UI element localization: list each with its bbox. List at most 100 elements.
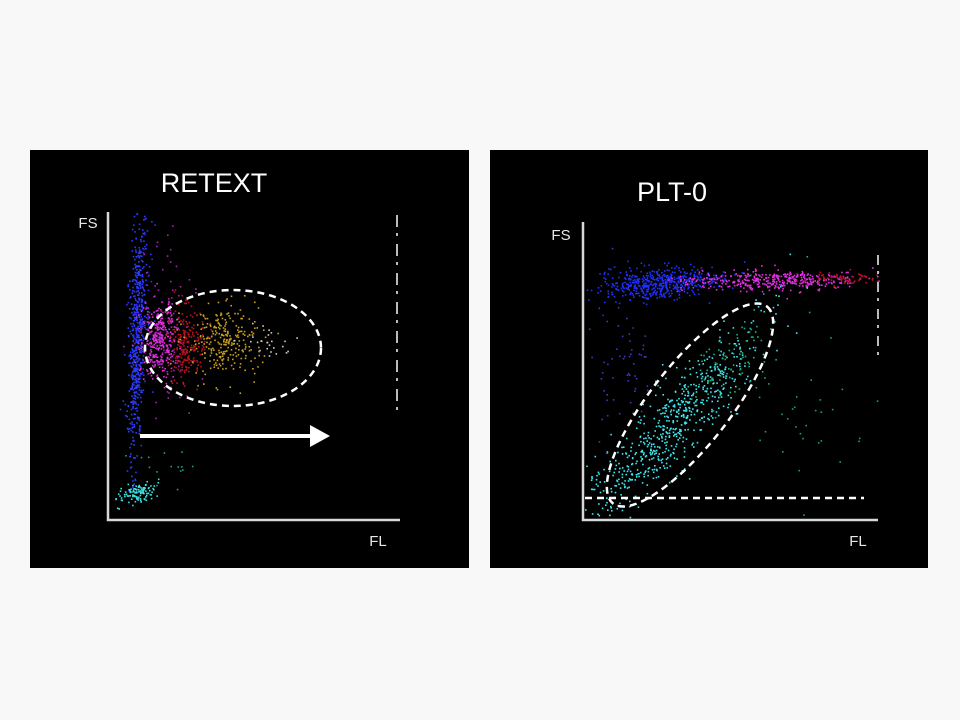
- dot: [190, 364, 192, 366]
- dot: [177, 360, 180, 363]
- dot: [677, 409, 680, 412]
- dot: [858, 279, 860, 281]
- dot: [179, 338, 182, 341]
- dot: [134, 231, 136, 233]
- dot: [695, 371, 698, 374]
- dot: [619, 467, 621, 470]
- dot: [662, 425, 664, 427]
- dot: [215, 327, 217, 329]
- axes: [106, 212, 400, 522]
- dot: [653, 287, 656, 289]
- dot: [130, 333, 133, 335]
- dot: [159, 332, 161, 334]
- dot: [622, 282, 624, 285]
- dot: [168, 392, 170, 394]
- dot: [177, 368, 179, 371]
- dot: [140, 334, 143, 336]
- dot: [147, 310, 149, 313]
- dot: [187, 301, 190, 304]
- dot: [177, 327, 179, 330]
- dot: [659, 284, 661, 286]
- dot: [628, 374, 631, 377]
- dot: [631, 292, 633, 295]
- dot: [617, 325, 620, 327]
- dot: [713, 366, 716, 369]
- dot: [131, 348, 134, 350]
- dot: [736, 274, 739, 277]
- gate-ellipse: [605, 302, 775, 508]
- dot: [136, 308, 139, 310]
- dot: [818, 281, 820, 284]
- dot: [207, 337, 209, 339]
- dot: [716, 282, 719, 285]
- dot: [632, 327, 634, 329]
- dot: [724, 277, 726, 280]
- dot: [130, 303, 133, 305]
- dot: [624, 485, 626, 488]
- dot: [656, 291, 658, 293]
- dot: [151, 359, 153, 361]
- dot: [134, 317, 136, 319]
- dot: [671, 279, 673, 282]
- dot: [150, 313, 153, 315]
- dot: [642, 286, 645, 288]
- dot: [730, 386, 732, 389]
- dot: [194, 343, 197, 346]
- dot: [143, 489, 145, 491]
- dot: [197, 364, 199, 366]
- dot: [680, 400, 683, 402]
- dot: [176, 362, 179, 364]
- dot: [240, 317, 242, 320]
- dot: [709, 280, 711, 283]
- dot: [691, 278, 694, 280]
- dot: [637, 280, 639, 282]
- dot: [701, 401, 703, 404]
- dot: [754, 268, 757, 270]
- dot: [632, 294, 635, 296]
- dot: [134, 271, 137, 274]
- dot: [214, 339, 216, 342]
- dot: [640, 440, 642, 443]
- dot: [848, 279, 850, 282]
- dot: [170, 370, 173, 372]
- dot: [136, 345, 138, 348]
- dot: [191, 333, 194, 336]
- dot: [152, 338, 155, 340]
- dot: [749, 380, 751, 383]
- dot: [669, 400, 671, 403]
- dot: [671, 292, 673, 295]
- dot: [666, 467, 669, 469]
- dot: [724, 368, 727, 370]
- dot: [130, 461, 132, 464]
- dot: [680, 279, 682, 281]
- dot: [224, 328, 227, 330]
- dot: [633, 287, 636, 289]
- dot: [662, 394, 664, 396]
- dot: [664, 279, 666, 281]
- dot: [724, 271, 727, 274]
- dot: [759, 279, 761, 281]
- dot: [768, 289, 771, 292]
- dot: [229, 386, 231, 388]
- dot: [664, 407, 666, 409]
- dot: [717, 277, 719, 280]
- dot: [651, 458, 653, 460]
- dot: [628, 505, 631, 508]
- dot: [805, 284, 808, 287]
- dot: [616, 282, 618, 284]
- dot: [621, 289, 624, 292]
- dot: [134, 246, 136, 249]
- dot: [152, 487, 154, 490]
- dot: [135, 379, 137, 381]
- dot: [146, 370, 149, 372]
- dot: [591, 356, 593, 359]
- dot: [659, 291, 662, 294]
- dot: [138, 428, 141, 430]
- dot: [647, 470, 650, 473]
- dot: [219, 365, 222, 367]
- dot: [115, 498, 117, 501]
- dot: [668, 295, 671, 298]
- dot: [180, 339, 183, 342]
- dot: [177, 318, 180, 320]
- dot: [713, 353, 715, 356]
